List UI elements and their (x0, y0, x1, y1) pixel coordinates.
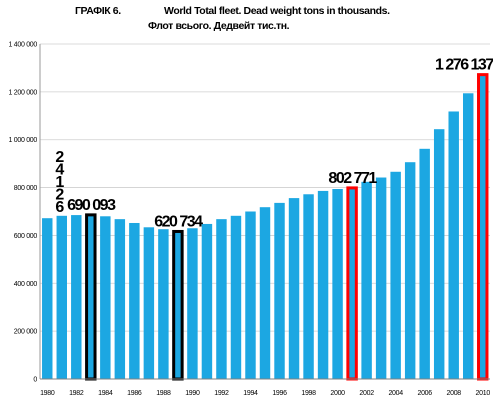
bar (71, 215, 82, 379)
x-tick-label: 1996 (272, 390, 287, 397)
bar (129, 222, 140, 379)
y-tick-label: 1 400 000 (9, 42, 38, 49)
chart-title-prefix: ГРАФІК 6. (75, 5, 121, 17)
y-tick-label: 0 (33, 377, 37, 384)
x-tick-label: 1986 (127, 390, 142, 397)
x-tick-label: 1980 (40, 390, 55, 397)
data-label: 802 771 (328, 170, 377, 187)
x-tick-label: 1990 (185, 390, 200, 397)
bars (42, 73, 489, 381)
x-tick-label: 1994 (243, 390, 258, 397)
bar (332, 189, 343, 379)
bar (419, 148, 430, 379)
y-tick-label: 1 000 000 (9, 137, 38, 144)
x-tick-label: 1984 (98, 390, 113, 397)
chart-subtitle: Флот всього. Дедвейт тис.тн. (148, 20, 290, 32)
y-tick-label: 600 000 (14, 233, 38, 240)
bar (404, 162, 416, 379)
bar (85, 213, 97, 381)
axes: 1980 1982 1984 1986 1988 1990 1992 1994 1996 1998… (39, 44, 491, 397)
bar (303, 194, 314, 379)
bar (375, 177, 387, 379)
stacked-label-char: 6 (55, 199, 64, 216)
bar (143, 227, 155, 379)
bar (259, 207, 271, 379)
bar (114, 219, 126, 379)
bar (245, 211, 256, 379)
stacked-label-char: 2 (55, 186, 64, 203)
y-tick-label: 400 000 (14, 281, 38, 288)
stacked-label-char: 4 (55, 161, 64, 178)
bar (201, 223, 213, 379)
x-tick-label: 2010 (476, 390, 491, 397)
bar (158, 229, 169, 379)
bar (230, 215, 242, 379)
stacked-label-char: 2 (55, 149, 64, 166)
bar (56, 215, 67, 379)
bar (317, 190, 329, 379)
bar (172, 229, 184, 381)
bar (216, 219, 227, 379)
bar (346, 186, 358, 381)
bar (390, 171, 401, 379)
bar (187, 228, 198, 379)
data-label: 690 093 (67, 197, 116, 214)
x-tick-label: 2006 (417, 390, 432, 397)
x-tick-label: 1982 (69, 390, 84, 397)
x-tick-label: 2000 (330, 390, 345, 397)
bar (477, 73, 489, 381)
x-tick-label: 1998 (301, 390, 316, 397)
x-tick-label: 1988 (156, 390, 171, 397)
y-tick-label: 200 000 (14, 329, 38, 336)
bar (274, 202, 285, 379)
x-tick-label: 1992 (214, 390, 229, 397)
stacked-label-char: 1 (55, 174, 64, 191)
bar (448, 111, 459, 379)
y-tick-label: 1 200 000 (9, 89, 38, 96)
data-label: 1 276 137 (435, 57, 493, 74)
y-tick-label: 800 000 (14, 185, 38, 192)
bar (463, 93, 474, 380)
bar (361, 181, 372, 379)
x-tick-label: 2004 (388, 390, 403, 397)
data-label: 620 734 (154, 213, 203, 230)
chart-title: World Total fleet. Dead weight tons in t… (164, 5, 390, 17)
bar (433, 129, 445, 379)
x-tick-label: 2002 (359, 390, 374, 397)
x-tick-label: 2008 (447, 390, 462, 397)
bar (42, 218, 53, 379)
bar (288, 198, 300, 379)
bar (100, 216, 111, 379)
